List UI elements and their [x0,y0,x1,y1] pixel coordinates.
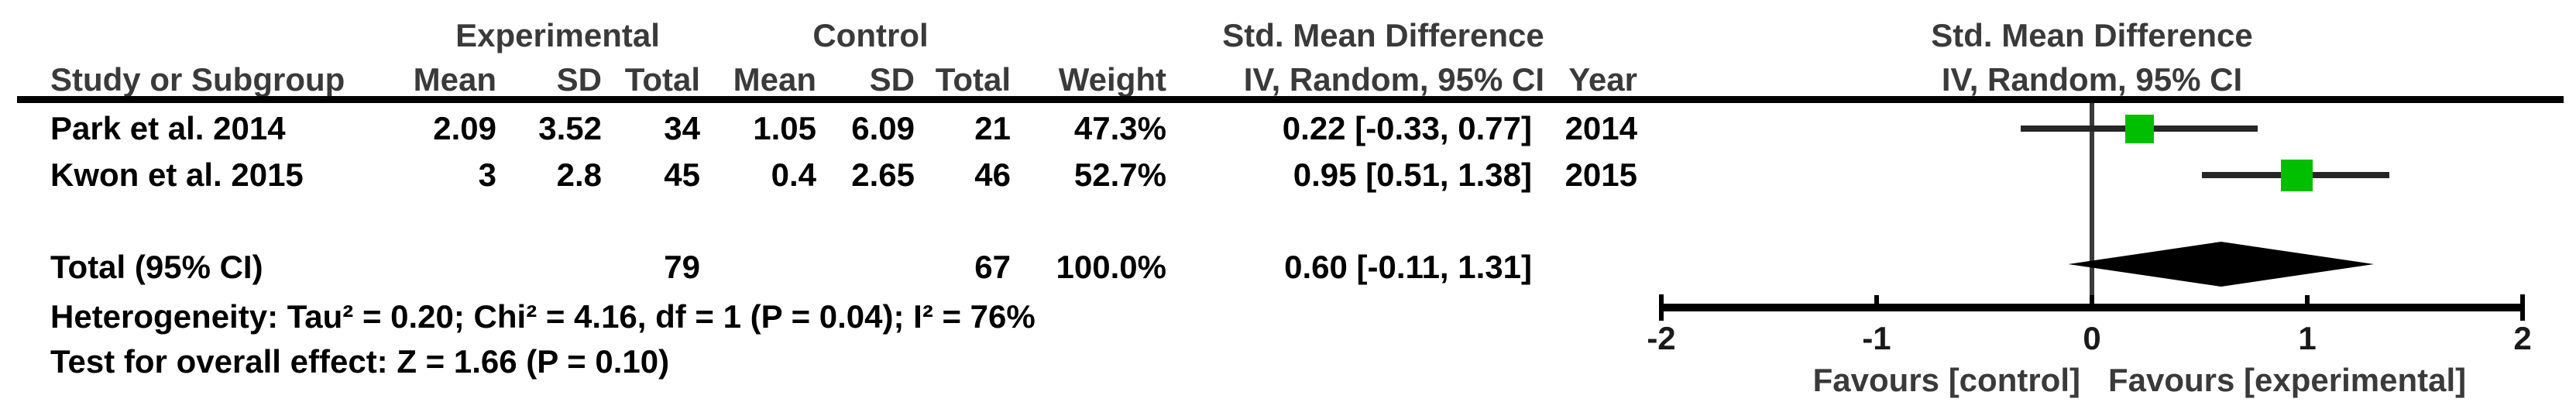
axis-tick [2305,295,2310,304]
col-ctrl-sd: SD [869,61,915,98]
effect-header-table: Std. Mean Difference [1222,17,1544,53]
exp-sd: 2.8 [556,156,602,193]
ctrl-sd: 2.65 [851,156,915,193]
axis-tick-label: 2 [2513,320,2532,356]
x-axis-line [1659,304,2525,311]
header-divider [17,96,2564,103]
axis-tick-label: 1 [2298,320,2317,356]
pooled-diamond [2068,242,2375,287]
favours-control-label: Favours [control] [1812,362,2080,398]
ci-estimate: 0.95 [0.51, 1.38] [1293,156,1532,193]
axis-tick-label: -1 [1862,320,1891,356]
axis-tick-label: 0 [2083,320,2101,356]
ctrl-mean: 1.05 [753,110,816,146]
total-ci: 0.60 [-0.11, 1.31] [1284,249,1532,285]
axis-tick-label: -2 [1647,320,1676,356]
col-ctrl-mean: Mean [733,61,816,98]
zero-effect-line [2090,103,2094,304]
weight: 47.3% [1073,110,1166,146]
ctrl-total: 46 [974,156,1011,193]
exp-mean: 2.09 [433,110,496,146]
plot-subheader: IV, Random, 95% CI [1941,61,2243,98]
exp-total: 34 [664,110,700,146]
axis-tick [2090,295,2094,304]
effect-header-plot: Std. Mean Difference [1931,17,2253,53]
overall-effect-test: Test for overall effect: Z = 1.66 (P = 0… [50,343,670,380]
favours-experimental-label: Favours [experimental] [2108,362,2467,398]
exp-mean: 3 [478,156,496,193]
control-group-header: Control [812,17,929,53]
exp-sd: 3.52 [538,110,602,146]
axis-tick [2520,294,2525,321]
col-exp-total: Total [624,61,700,98]
total-ctrl-total: 67 [974,249,1011,285]
ci-estimate: 0.22 [-0.33, 0.77] [1282,110,1532,146]
col-study-or-subgroup: Study or Subgroup [50,61,345,98]
col-ci: IV, Random, 95% CI [1243,61,1544,98]
col-exp-mean: Mean [413,61,496,98]
year: 2015 [1564,156,1637,193]
total-label: Total (95% CI) [50,249,263,285]
heterogeneity-stats: Heterogeneity: Tau² = 0.20; Chi² = 4.16,… [50,298,1036,335]
ctrl-total: 21 [974,110,1011,146]
exp-total: 45 [664,156,700,193]
effect-square [2124,114,2154,143]
ctrl-mean: 0.4 [771,156,816,193]
total-exp-total: 79 [664,249,700,285]
total-weight: 100.0% [1056,249,1166,285]
col-year: Year [1568,61,1637,98]
axis-tick [1874,295,1879,304]
col-exp-sd: SD [556,61,602,98]
col-weight: Weight [1058,61,1166,98]
study-name: Park et al. 2014 [50,110,286,146]
year: 2014 [1564,110,1637,146]
weight: 52.7% [1073,156,1166,193]
study-name: Kwon et al. 2015 [50,156,304,193]
effect-square [2280,159,2313,191]
ctrl-sd: 6.09 [851,110,915,146]
axis-tick [1659,294,1664,321]
col-ctrl-total: Total [935,61,1011,98]
experimental-group-header: Experimental [455,17,660,53]
